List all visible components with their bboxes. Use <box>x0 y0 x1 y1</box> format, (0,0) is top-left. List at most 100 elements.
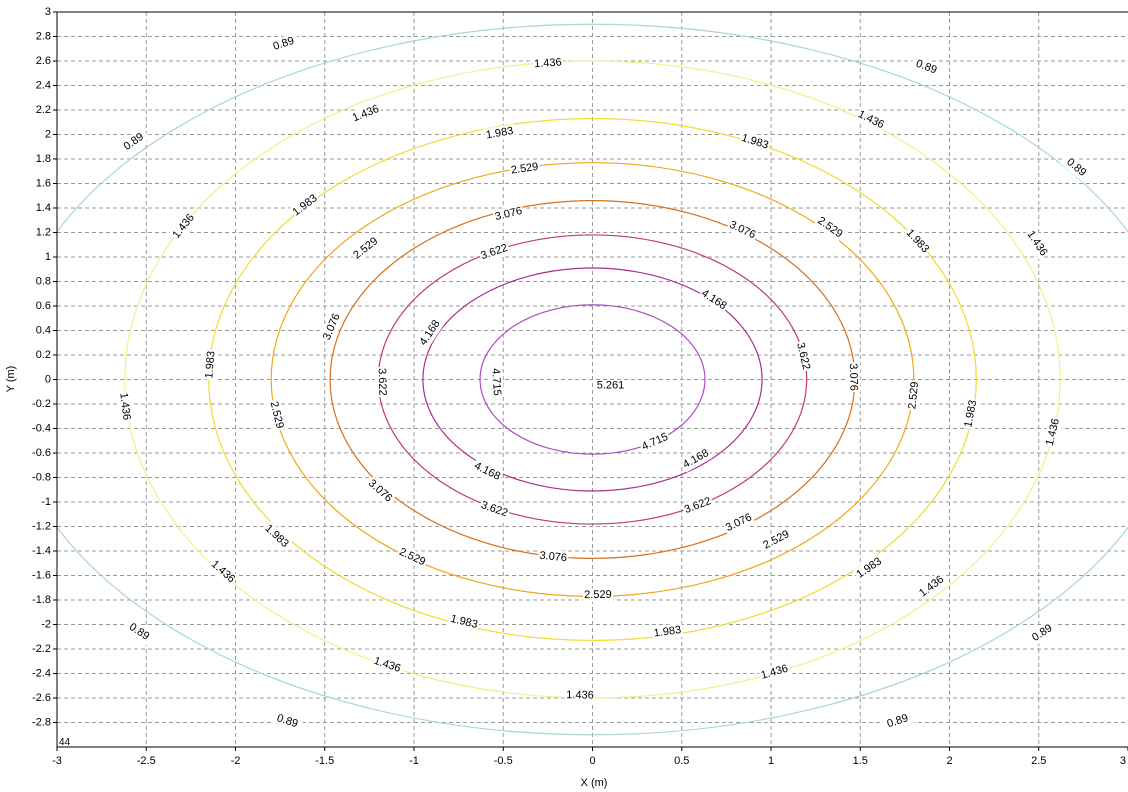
x-tick-label: 1.5 <box>853 755 868 767</box>
contour-label-background <box>374 366 390 398</box>
contour-label-background <box>852 553 886 583</box>
x-tick-label: 0 <box>589 755 595 767</box>
contour-label-background <box>582 587 613 603</box>
contour-label-group: 0.89 <box>270 710 304 733</box>
contour-label-group: 0.89 <box>909 55 943 80</box>
contour-label-group: 3.076 <box>537 548 569 566</box>
contour-label-group: 0.89 <box>267 32 301 56</box>
contour-label-group: 1.983 <box>483 123 516 143</box>
x-axis-title: X (m) <box>581 777 608 789</box>
contour-label: 1.436 <box>566 689 594 702</box>
y-tick-label: 0.2 <box>36 349 51 361</box>
y-tick-label: 0.8 <box>36 275 51 287</box>
contour-label-background <box>881 710 915 733</box>
contour-label-group: 3.622 <box>792 339 814 373</box>
contour-label: 1.983 <box>203 351 217 379</box>
contour-label-background <box>902 225 933 257</box>
contour-label-background <box>319 310 345 344</box>
contour-label-background <box>961 397 981 430</box>
x-tick-label: -0.5 <box>494 755 513 767</box>
y-tick-label: -0.8 <box>32 471 51 483</box>
x-tick-label: -2 <box>231 755 241 767</box>
contour-label-background <box>202 349 219 381</box>
contour-label-background <box>470 458 504 485</box>
contour-label-background <box>905 379 923 412</box>
contour-label: 2.529 <box>510 161 539 177</box>
y-tick-label: 2.4 <box>36 79 51 91</box>
contour-label: 3.076 <box>847 363 860 391</box>
contour-label: 1.983 <box>653 624 682 640</box>
contour-label-background <box>738 130 772 154</box>
contour-label-background <box>758 661 791 684</box>
contour-label-background <box>759 526 793 554</box>
contour-label-background <box>813 213 847 242</box>
contour-label-group: 2.529 <box>582 587 613 603</box>
contour-label-background <box>115 390 134 423</box>
y-tick-label: 1.6 <box>36 177 51 189</box>
y-tick-label: -1.4 <box>32 545 51 557</box>
x-tick-label: 3 <box>1120 755 1126 767</box>
y-tick-label: 2 <box>45 128 51 140</box>
contour-label-background <box>370 653 404 677</box>
contour-label-group: 1.436 <box>1042 415 1064 449</box>
y-tick-label: 1.8 <box>36 153 51 165</box>
y-tick-label: 2.6 <box>36 55 51 67</box>
x-axis-ticks: -3 -2.5 -2 -1.5 -1 -0.5 0 0.5 1 1.5 2 2.5 3 <box>52 747 1128 767</box>
contour-label-background <box>679 445 713 473</box>
contour-label-background <box>1022 227 1052 260</box>
contour-label-background <box>266 398 287 432</box>
contour-label-group: 1.983 <box>961 397 981 430</box>
contour-label-background <box>447 611 481 633</box>
contour-label-background <box>1060 152 1093 183</box>
y-tick-label: 1.2 <box>36 226 51 238</box>
contour-label: 2.529 <box>584 589 612 601</box>
contour-label-background <box>483 123 516 143</box>
contour-label: 1.436 <box>534 56 562 70</box>
y-axis-ticks: 3 2.8 2.6 2.4 2.2 2 1.8 1.6 1.4 1.2 1 0.8 0.6 0.4 0.2 0… <box>32 6 57 728</box>
contour-label-background <box>915 571 948 602</box>
contour-label-background <box>725 217 759 243</box>
x-tick-label: -1 <box>409 755 419 767</box>
contour-label: 3.076 <box>539 550 568 565</box>
x-tick-label: -1.5 <box>315 755 334 767</box>
y-tick-label: -1.2 <box>32 520 51 532</box>
contour-label-background <box>415 316 445 350</box>
contour-label-background <box>349 101 383 126</box>
y-tick-label: -0.4 <box>32 422 51 434</box>
peak-value-label: 5.261 <box>597 379 625 391</box>
contour-label-background <box>532 55 564 72</box>
contour-label-group: 4.715 <box>488 366 504 398</box>
contour-label-background <box>651 622 684 641</box>
y-tick-label: 2.2 <box>36 104 51 116</box>
y-tick-label: 2.8 <box>36 30 51 42</box>
contour-label-background <box>395 544 429 570</box>
contour-label-background <box>508 159 541 178</box>
contour-label: 1.436 <box>117 392 132 421</box>
contour-label-background <box>364 475 396 507</box>
contour-line-0-89 <box>57 23 1128 736</box>
y-tick-label: 0 <box>45 373 51 385</box>
x-tick-label: -3 <box>52 755 62 767</box>
y-tick-label: 0.4 <box>36 324 51 336</box>
contour-label-background <box>122 617 156 646</box>
contour-label-group: 0.89 <box>881 710 915 733</box>
x-tick-label: 2.5 <box>1031 755 1046 767</box>
contour-line-4-168 <box>422 267 763 492</box>
contour-label: 2.529 <box>906 381 921 410</box>
y-tick-label: 3 <box>45 6 51 18</box>
corner-label: 44 <box>59 737 71 748</box>
contour-label-background <box>117 127 151 157</box>
x-tick-label: 1 <box>768 755 774 767</box>
contour-label-group: 1.436 <box>758 661 791 684</box>
y-tick-label: -2.4 <box>32 667 51 679</box>
contour-label-group: 1.983 <box>202 349 219 381</box>
contour-label-background <box>477 497 511 521</box>
contour-label-background <box>722 510 756 536</box>
contour-label-group: 1.436 <box>115 390 134 423</box>
x-tick-label: 0.5 <box>674 755 689 767</box>
contour-label: 1.983 <box>962 399 979 428</box>
y-tick-label: 1.4 <box>36 202 51 214</box>
contour-label-background <box>909 55 943 80</box>
contour-label-background <box>564 688 596 703</box>
contour-label-background <box>168 210 199 243</box>
